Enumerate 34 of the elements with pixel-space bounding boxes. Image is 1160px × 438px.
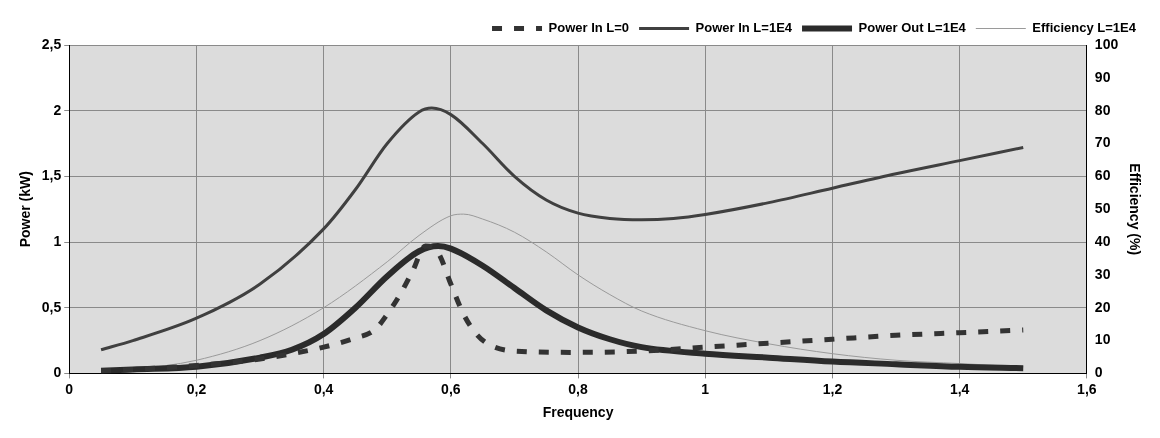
y-axis-title: Power (kW) <box>17 171 34 248</box>
y2-tick-label: 0 <box>1094 364 1103 381</box>
y-tick-label: 2 <box>53 101 62 118</box>
line-series <box>99 106 1025 352</box>
x-tick-label: 0 <box>65 380 74 397</box>
x-tick-label: 0,8 <box>568 380 588 397</box>
legend-label: Power Out L=1E4 <box>858 20 967 36</box>
x-tick-label: 1 <box>701 380 710 397</box>
x-tick-label: 0,6 <box>441 380 461 397</box>
y2-tick-label: 60 <box>1094 167 1111 184</box>
y2-axis-title: Efficiency (%) <box>1126 163 1143 256</box>
y2-tick-label: 30 <box>1094 265 1111 282</box>
y2-tick-label: 50 <box>1094 200 1111 217</box>
y-tick-label: 0,5 <box>41 298 62 315</box>
y2-tick-label: 40 <box>1094 232 1111 249</box>
x-tick-label: 1,4 <box>949 380 970 397</box>
y2-tick-label: 90 <box>1094 68 1111 85</box>
y-tick-label: 1 <box>53 232 62 249</box>
y2-tick-label: 80 <box>1094 101 1111 118</box>
y-tick-label: 2,5 <box>41 35 62 52</box>
legend-label: Power In L=1E4 <box>695 20 793 36</box>
legend-label: Efficiency L=1E4 <box>1032 20 1137 36</box>
y2-tick-label: 20 <box>1094 298 1111 315</box>
y2-tick-label: 100 <box>1094 35 1119 52</box>
y-tick-label: 0 <box>53 364 62 381</box>
y2-tick-label: 70 <box>1094 134 1111 151</box>
x-tick-label: 0,4 <box>313 380 334 397</box>
y-tick-label: 1,5 <box>41 167 62 184</box>
x-tick-label: 1,2 <box>822 380 843 397</box>
x-tick-label: 1,6 <box>1077 380 1097 397</box>
legend-label: Power In L=0 <box>548 20 630 36</box>
x-tick-label: 0,2 <box>186 380 207 397</box>
x-axis-title: Frequency <box>542 404 614 421</box>
y2-tick-label: 10 <box>1094 331 1111 348</box>
